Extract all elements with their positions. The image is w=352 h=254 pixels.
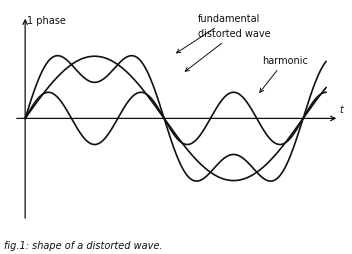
Text: t: t xyxy=(339,105,344,115)
Text: harmonic: harmonic xyxy=(260,56,308,92)
Text: fig.1: shape of a distorted wave.: fig.1: shape of a distorted wave. xyxy=(4,242,162,251)
Text: fundamental: fundamental xyxy=(177,14,260,53)
Text: 1 phase: 1 phase xyxy=(27,16,66,26)
Text: distorted wave: distorted wave xyxy=(185,29,270,71)
